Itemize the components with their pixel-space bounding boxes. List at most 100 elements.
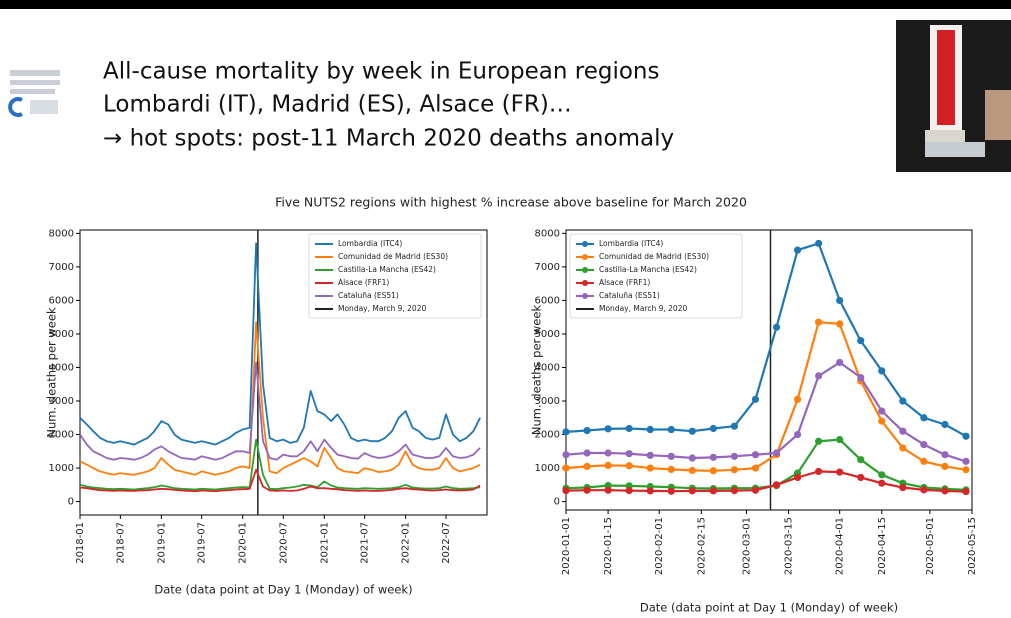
data-point bbox=[794, 474, 801, 481]
x-axis-label: Date (data point at Day 1 (Monday) of we… bbox=[640, 601, 898, 615]
data-point bbox=[605, 449, 612, 456]
data-point bbox=[815, 319, 822, 326]
y-tick-label: 7000 bbox=[535, 262, 560, 273]
data-point bbox=[836, 297, 843, 304]
data-point bbox=[794, 247, 801, 254]
x-tick-label: 2020-02-15 bbox=[696, 517, 707, 575]
series-line bbox=[80, 362, 480, 459]
data-point bbox=[647, 487, 654, 494]
data-point bbox=[689, 487, 696, 494]
data-point bbox=[899, 428, 906, 435]
x-tick-label: 2022-01 bbox=[401, 522, 412, 564]
data-point bbox=[878, 418, 885, 425]
data-point bbox=[710, 487, 717, 494]
slide-title-line: → hot spots: post-11 March 2020 deaths a… bbox=[103, 126, 674, 152]
data-point bbox=[752, 464, 759, 471]
legend: Lombardia (ITC4)Comunidad de Madrid (ES3… bbox=[309, 234, 481, 318]
data-point bbox=[899, 397, 906, 404]
data-point bbox=[605, 462, 612, 469]
slide-title-line: All-cause mortality by week in European … bbox=[103, 59, 659, 85]
webcam-video bbox=[896, 20, 1011, 172]
data-point bbox=[836, 436, 843, 443]
data-point bbox=[857, 456, 864, 463]
legend-label: Cataluña (ES51) bbox=[338, 291, 399, 300]
x-tick-label: 2020-01-15 bbox=[603, 517, 614, 575]
data-point bbox=[836, 359, 843, 366]
data-point bbox=[731, 466, 738, 473]
data-point bbox=[962, 458, 969, 465]
data-point bbox=[583, 487, 590, 494]
data-point bbox=[668, 426, 675, 433]
x-tick-label: 2022-07 bbox=[441, 522, 452, 564]
data-point bbox=[710, 467, 717, 474]
x-tick-label: 2020-03-01 bbox=[741, 517, 752, 575]
legend-label: Alsace (FRF1) bbox=[338, 278, 389, 287]
data-point bbox=[794, 396, 801, 403]
data-point bbox=[794, 431, 801, 438]
y-axis-label: Num. deaths per week bbox=[45, 307, 59, 438]
data-point bbox=[815, 372, 822, 379]
data-point bbox=[626, 462, 633, 469]
data-point bbox=[773, 449, 780, 456]
y-axis-label: Num. deaths per week bbox=[530, 305, 544, 436]
data-point bbox=[962, 466, 969, 473]
data-point bbox=[583, 463, 590, 470]
data-point bbox=[836, 469, 843, 476]
data-point bbox=[878, 367, 885, 374]
data-point bbox=[605, 425, 612, 432]
data-point bbox=[857, 337, 864, 344]
data-point bbox=[626, 425, 633, 432]
data-point bbox=[773, 324, 780, 331]
data-point bbox=[857, 374, 864, 381]
legend-marker bbox=[582, 241, 588, 247]
data-point bbox=[878, 471, 885, 478]
legend-label: Comunidad de Madrid (ES30) bbox=[338, 252, 448, 261]
data-point bbox=[562, 428, 569, 435]
legend-label: Cataluña (ES51) bbox=[599, 291, 660, 300]
legend-label: Comunidad de Madrid (ES30) bbox=[599, 252, 709, 261]
data-point bbox=[689, 467, 696, 474]
data-point bbox=[731, 453, 738, 460]
data-point bbox=[689, 454, 696, 461]
data-point bbox=[815, 438, 822, 445]
legend-marker bbox=[582, 293, 588, 299]
series-line bbox=[80, 322, 480, 475]
data-point bbox=[836, 320, 843, 327]
y-tick-label: 6000 bbox=[535, 295, 560, 306]
x-axis-label: Date (data point at Day 1 (Monday) of we… bbox=[154, 583, 412, 597]
data-point bbox=[941, 421, 948, 428]
legend-marker bbox=[582, 267, 588, 273]
data-point bbox=[920, 486, 927, 493]
data-point bbox=[857, 474, 864, 481]
data-point bbox=[689, 428, 696, 435]
data-point bbox=[710, 425, 717, 432]
data-point bbox=[668, 466, 675, 473]
x-tick-label: 2020-05-01 bbox=[925, 517, 936, 575]
data-point bbox=[920, 441, 927, 448]
x-tick-label: 2020-05-15 bbox=[967, 517, 978, 575]
x-tick-label: 2020-04-01 bbox=[835, 517, 846, 575]
x-tick-label: 2020-07 bbox=[278, 522, 289, 564]
chart: 0100020003000400050006000700080002020-01… bbox=[530, 228, 979, 614]
data-point bbox=[752, 396, 759, 403]
data-point bbox=[731, 423, 738, 430]
x-tick-label: 2021-07 bbox=[360, 522, 371, 564]
legend-label: Lombardia (ITC4) bbox=[599, 239, 663, 248]
slide-canvas: All-cause mortality by week in European … bbox=[0, 0, 1011, 618]
x-tick-label: 2020-01-01 bbox=[561, 517, 572, 575]
x-tick-label: 2018-07 bbox=[115, 522, 126, 564]
y-tick-label: 0 bbox=[554, 497, 560, 508]
legend-label: Monday, March 9, 2020 bbox=[599, 304, 687, 313]
y-tick-label: 7000 bbox=[49, 262, 74, 273]
chart: 0100020003000400050006000700080002018-01… bbox=[45, 228, 488, 596]
logo bbox=[10, 70, 60, 115]
legend-label: Alsace (FRF1) bbox=[599, 278, 650, 287]
data-point bbox=[626, 450, 633, 457]
data-point bbox=[752, 451, 759, 458]
data-point bbox=[941, 451, 948, 458]
data-point bbox=[647, 464, 654, 471]
legend-marker bbox=[582, 254, 588, 260]
data-point bbox=[562, 464, 569, 471]
x-tick-label: 2020-02-01 bbox=[654, 517, 665, 575]
data-point bbox=[962, 488, 969, 495]
